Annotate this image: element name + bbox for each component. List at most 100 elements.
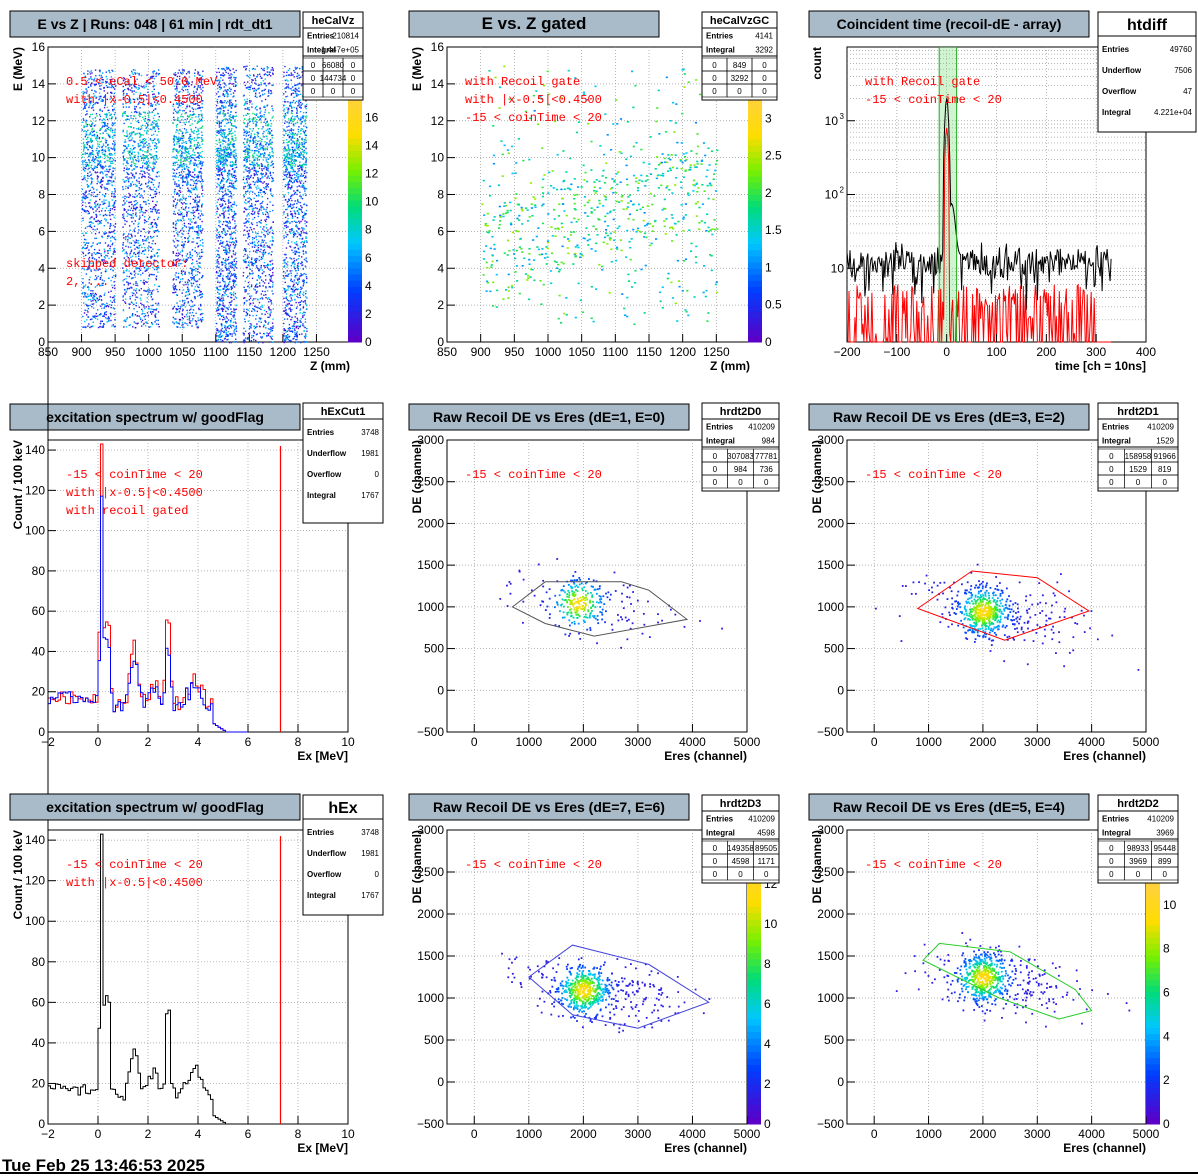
data-point — [124, 294, 125, 295]
data-point — [126, 276, 127, 277]
data-point — [137, 315, 138, 316]
data-point — [154, 71, 155, 72]
data-point — [104, 304, 105, 305]
data-point — [91, 232, 92, 233]
data-point — [158, 326, 159, 327]
data-point — [153, 161, 154, 162]
data-point — [194, 130, 195, 131]
data-point — [180, 116, 181, 117]
data-point — [217, 116, 218, 117]
data-point — [140, 145, 141, 146]
data-point — [106, 155, 107, 156]
data-point — [185, 241, 186, 242]
data-point — [217, 123, 218, 124]
data-point — [202, 294, 203, 295]
data-point — [92, 150, 93, 151]
data-point — [218, 236, 219, 237]
data-point — [151, 129, 152, 130]
data-point — [196, 252, 197, 253]
data-point — [216, 330, 217, 331]
data-point — [137, 247, 138, 248]
data-point — [111, 182, 112, 183]
data-point — [176, 126, 177, 127]
data-point — [126, 281, 127, 282]
data-point — [101, 186, 102, 187]
data-point — [107, 180, 108, 181]
data-point — [109, 180, 110, 181]
data-point — [224, 133, 225, 134]
data-point — [234, 151, 235, 152]
data-point — [88, 323, 89, 324]
data-point — [156, 276, 157, 277]
data-point — [191, 114, 192, 115]
data-point — [186, 291, 187, 292]
data-point — [223, 164, 224, 165]
data-point — [231, 197, 232, 198]
data-point — [137, 202, 138, 203]
data-point — [146, 164, 147, 165]
data-point — [96, 113, 97, 114]
data-point — [193, 283, 194, 284]
data-point — [235, 225, 236, 226]
data-point — [114, 295, 115, 296]
data-point — [218, 150, 219, 151]
data-point — [199, 121, 200, 122]
data-point — [145, 118, 146, 119]
data-point — [93, 322, 94, 323]
data-point — [224, 292, 225, 293]
data-point — [94, 90, 95, 91]
data-point — [97, 152, 98, 153]
data-point — [107, 189, 108, 190]
data-point — [99, 164, 100, 165]
data-point — [140, 280, 141, 281]
data-point — [148, 306, 149, 307]
data-point — [228, 171, 229, 172]
data-point — [109, 176, 110, 177]
data-point — [220, 236, 221, 237]
data-point — [85, 107, 86, 108]
data-point — [133, 229, 134, 230]
data-point — [220, 147, 221, 148]
data-point — [181, 143, 182, 144]
data-point — [149, 174, 150, 175]
data-point — [226, 118, 227, 119]
data-point — [216, 271, 217, 272]
data-point — [220, 187, 221, 188]
data-point — [236, 328, 237, 329]
data-point — [217, 313, 218, 314]
data-point — [223, 258, 224, 259]
data-point — [225, 203, 226, 204]
data-point — [128, 284, 129, 285]
data-point — [112, 302, 113, 303]
data-point — [183, 284, 184, 285]
data-point — [131, 235, 132, 236]
data-point — [115, 200, 116, 201]
data-point — [199, 155, 200, 156]
data-point — [90, 183, 91, 184]
data-point — [125, 239, 126, 240]
data-point — [221, 246, 222, 247]
data-point — [217, 292, 218, 293]
data-point — [220, 300, 221, 301]
data-point — [230, 114, 231, 115]
data-point — [90, 167, 91, 168]
data-point — [259, 282, 260, 283]
data-point — [190, 155, 191, 156]
data-point — [109, 304, 110, 305]
data-point — [234, 264, 235, 265]
data-point — [135, 220, 136, 221]
data-point — [227, 313, 228, 314]
data-point — [102, 132, 103, 133]
data-point — [225, 163, 226, 164]
data-point — [130, 148, 131, 149]
data-point — [222, 120, 223, 121]
data-point — [259, 140, 260, 141]
data-point — [88, 226, 89, 227]
data-point — [144, 254, 145, 255]
data-point — [219, 153, 220, 154]
data-point — [264, 181, 265, 182]
data-point — [231, 205, 232, 206]
data-point — [150, 308, 151, 309]
data-point — [135, 322, 136, 323]
data-point — [105, 151, 106, 152]
